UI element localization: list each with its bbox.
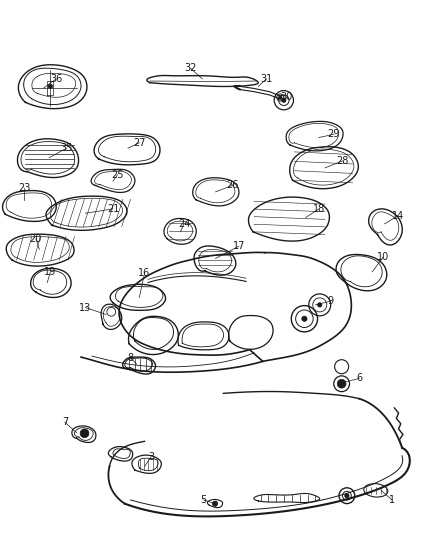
- Circle shape: [345, 494, 349, 498]
- Text: 20: 20: [30, 234, 42, 244]
- Text: 10: 10: [377, 252, 389, 262]
- Text: 1: 1: [389, 495, 395, 505]
- Circle shape: [318, 303, 322, 307]
- Text: 7: 7: [62, 417, 68, 427]
- Text: 18: 18: [313, 204, 325, 214]
- Circle shape: [337, 379, 346, 388]
- Text: 6: 6: [356, 374, 362, 383]
- Circle shape: [48, 84, 53, 88]
- Text: 13: 13: [79, 303, 92, 312]
- Text: 19: 19: [44, 267, 57, 277]
- Text: 28: 28: [336, 156, 349, 166]
- Text: 5: 5: [201, 495, 207, 505]
- Text: 24: 24: [178, 219, 190, 229]
- Circle shape: [212, 501, 218, 506]
- Text: 14: 14: [392, 211, 404, 221]
- Text: 8: 8: [127, 353, 134, 363]
- Text: 9: 9: [328, 296, 334, 306]
- Circle shape: [80, 429, 89, 438]
- Text: 26: 26: [226, 181, 238, 190]
- Text: 17: 17: [233, 241, 245, 251]
- Text: 31: 31: [260, 74, 272, 84]
- Text: 25: 25: [111, 170, 124, 180]
- Text: 29: 29: [328, 130, 340, 139]
- Text: 32: 32: [184, 63, 197, 73]
- Text: 35: 35: [60, 143, 73, 153]
- Circle shape: [302, 316, 307, 321]
- Text: 36: 36: [50, 74, 62, 84]
- Circle shape: [282, 98, 286, 102]
- Text: 21: 21: [107, 204, 119, 214]
- Circle shape: [279, 96, 282, 99]
- Text: 16: 16: [138, 269, 151, 278]
- Text: 23: 23: [18, 183, 30, 193]
- Text: 3: 3: [148, 452, 154, 462]
- Text: 30: 30: [281, 92, 293, 102]
- Text: 27: 27: [133, 138, 145, 148]
